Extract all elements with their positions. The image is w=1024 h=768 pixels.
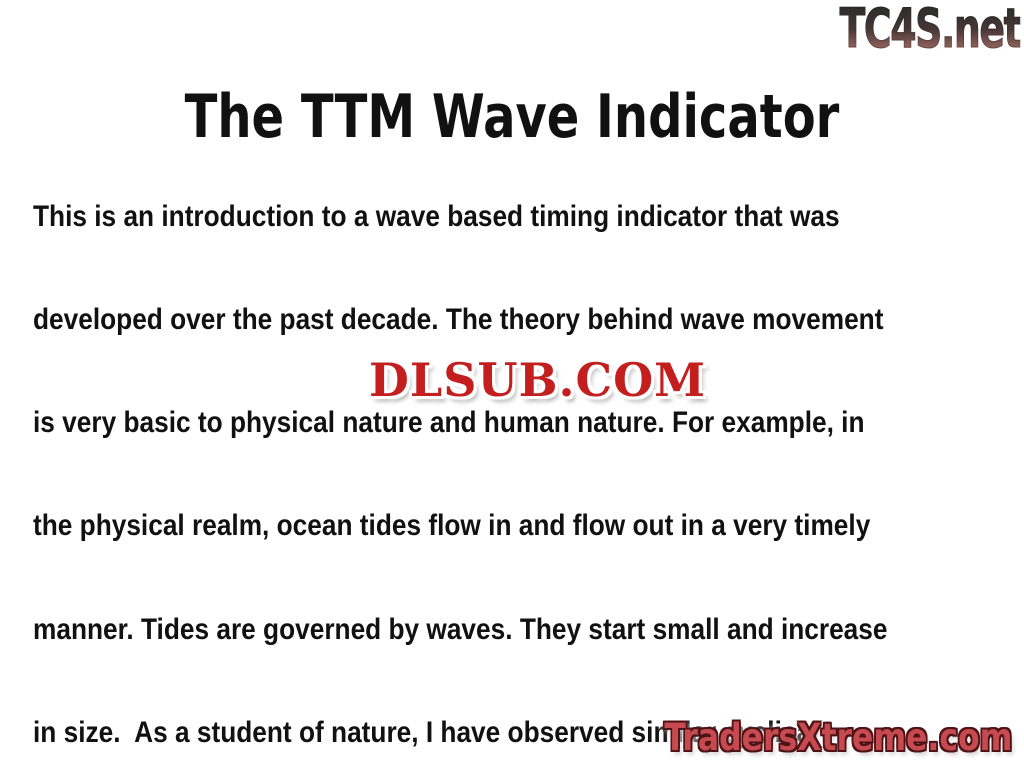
body-paragraph: This is an introduction to a wave based … bbox=[33, 131, 887, 768]
body-line: This is an introduction to a wave based … bbox=[33, 199, 840, 233]
slide-title: The TTM Wave Indicator bbox=[184, 82, 840, 153]
body-line: developed over the past decade. The theo… bbox=[33, 303, 884, 337]
body-line: is very basic to physical nature and hum… bbox=[33, 406, 865, 440]
body-line: the physical realm, ocean tides flow in … bbox=[33, 509, 871, 543]
tc4s-logo-watermark: TC4S.net bbox=[839, 0, 1022, 60]
body-line: in size. As a student of nature, I have … bbox=[33, 715, 819, 749]
dlsub-watermark: DLSUB.COM bbox=[369, 353, 707, 407]
tradersxtreme-watermark: TradersXtreme.com bbox=[664, 716, 1012, 759]
body-line: manner. Tides are governed by waves. The… bbox=[33, 612, 888, 646]
